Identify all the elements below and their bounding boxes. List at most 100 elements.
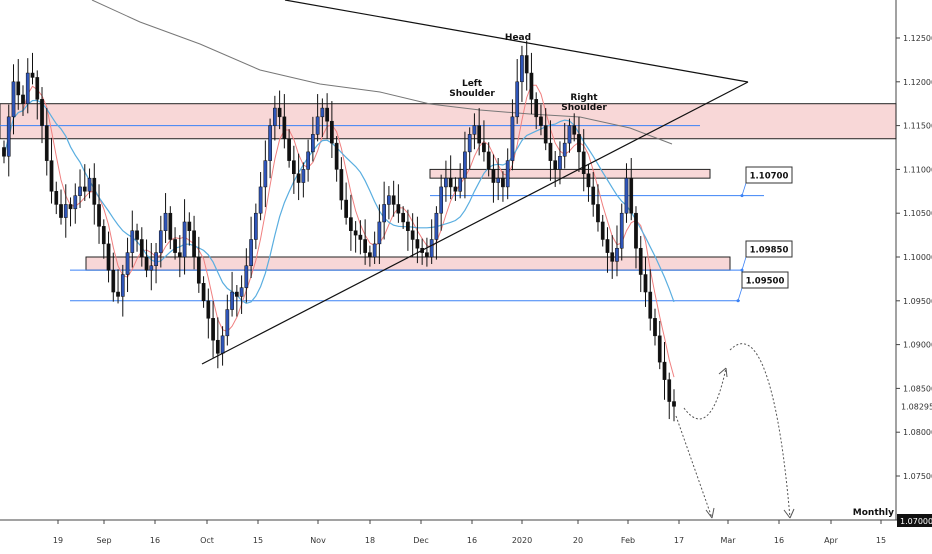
candle-body [292, 160, 296, 175]
x-tick-label: Oct [200, 536, 214, 545]
candle-body [44, 125, 49, 161]
candle-body [54, 191, 59, 205]
x-tick-label: Feb [621, 536, 635, 545]
candle-body [244, 265, 249, 288]
y-tick-label: 1.10000 [903, 253, 932, 262]
candle-body [406, 221, 410, 231]
candle-body [372, 243, 377, 258]
candle-body [600, 221, 605, 240]
candle-body [610, 252, 615, 262]
level-dot [736, 299, 740, 303]
candle-body [182, 221, 187, 258]
candle-body [615, 247, 619, 262]
candle-body [59, 204, 63, 218]
candle-body [177, 252, 182, 258]
candle-body [220, 335, 225, 354]
candle-body [201, 283, 206, 302]
candle-body [16, 81, 21, 96]
candle-body [215, 339, 220, 354]
candle-body [120, 274, 125, 297]
candle-body [548, 142, 553, 161]
monthly-price-label: 1.07000 [900, 517, 932, 526]
candle-body [643, 274, 648, 293]
candle-body [501, 177, 505, 188]
candle-body [534, 99, 539, 118]
candle-body [315, 116, 320, 135]
level-pointer [737, 287, 743, 301]
candle-body [520, 55, 524, 83]
candle-body [415, 239, 420, 249]
candle-body [263, 160, 268, 188]
candle-body [149, 265, 154, 271]
candle-body [339, 169, 344, 201]
candle-body [111, 269, 116, 293]
x-tick-label: 16 [467, 536, 477, 545]
candle-body [192, 230, 196, 258]
current-price-label: 1.08295 [901, 402, 932, 411]
x-tick-label: 20 [573, 536, 583, 545]
candle-body [572, 125, 577, 135]
zone-rect [0, 103, 897, 140]
candle-body [268, 125, 272, 161]
x-tick-label: Dec [413, 536, 428, 545]
candle-body [73, 195, 78, 210]
x-tick-label: 16 [150, 536, 160, 545]
candle-body [230, 291, 234, 310]
candle-body [505, 160, 510, 188]
y-tick-label: 1.10500 [903, 209, 932, 218]
candle-body [168, 212, 173, 240]
x-tick-label: 16 [774, 536, 784, 545]
candle-body [439, 186, 444, 214]
level-dot [740, 194, 744, 198]
candle-body [187, 221, 192, 231]
x-tick-label: Sep [96, 536, 111, 545]
candle-body [515, 81, 520, 118]
moving-average-fast [3, 84, 675, 378]
candle-body [463, 151, 467, 179]
candle-body [368, 252, 372, 258]
candle-body [496, 177, 501, 183]
candle-body [330, 120, 334, 144]
candle-body [87, 177, 92, 192]
candle-body [334, 142, 339, 170]
candle-body [458, 177, 463, 192]
y-tick-label: 1.08000 [903, 428, 932, 437]
x-tick-label: 2020 [512, 536, 532, 545]
projection-path-final [729, 343, 791, 519]
candle-body [524, 55, 529, 74]
candle-body [325, 107, 329, 122]
candle-body [391, 195, 396, 205]
projection-arrowhead [718, 367, 728, 378]
candle-body [619, 212, 624, 249]
candle-body [249, 239, 253, 267]
candle-body [467, 134, 472, 153]
level-label: 1.09500 [746, 277, 785, 287]
candle-body [567, 125, 572, 144]
candle-body [30, 72, 35, 78]
level-pointer [741, 182, 747, 196]
candle-body [401, 212, 405, 223]
candle-body [387, 195, 391, 205]
candle-body [596, 204, 600, 223]
y-tick-label: 1.08500 [903, 384, 932, 393]
descending-trendline [284, 0, 749, 83]
candle-body [101, 226, 106, 245]
y-tick-label: 1.11000 [903, 165, 932, 174]
candle-body [634, 212, 638, 249]
candles-layer [2, 40, 676, 422]
level-label-box [741, 271, 789, 289]
candle-body [529, 72, 534, 100]
x-tick-label: Apr [824, 536, 839, 545]
y-tick-label: 1.11500 [903, 122, 932, 131]
candle-body [35, 77, 40, 100]
candle-body [662, 361, 667, 380]
x-tick-label: Nov [310, 536, 326, 545]
candle-body [410, 230, 415, 240]
drawings-layer [201, 0, 795, 519]
candle-body [306, 151, 310, 170]
y-tick-label: 1.09500 [903, 297, 932, 306]
candle-body [173, 239, 177, 253]
candle-body [282, 116, 287, 139]
candle-body [234, 291, 239, 297]
